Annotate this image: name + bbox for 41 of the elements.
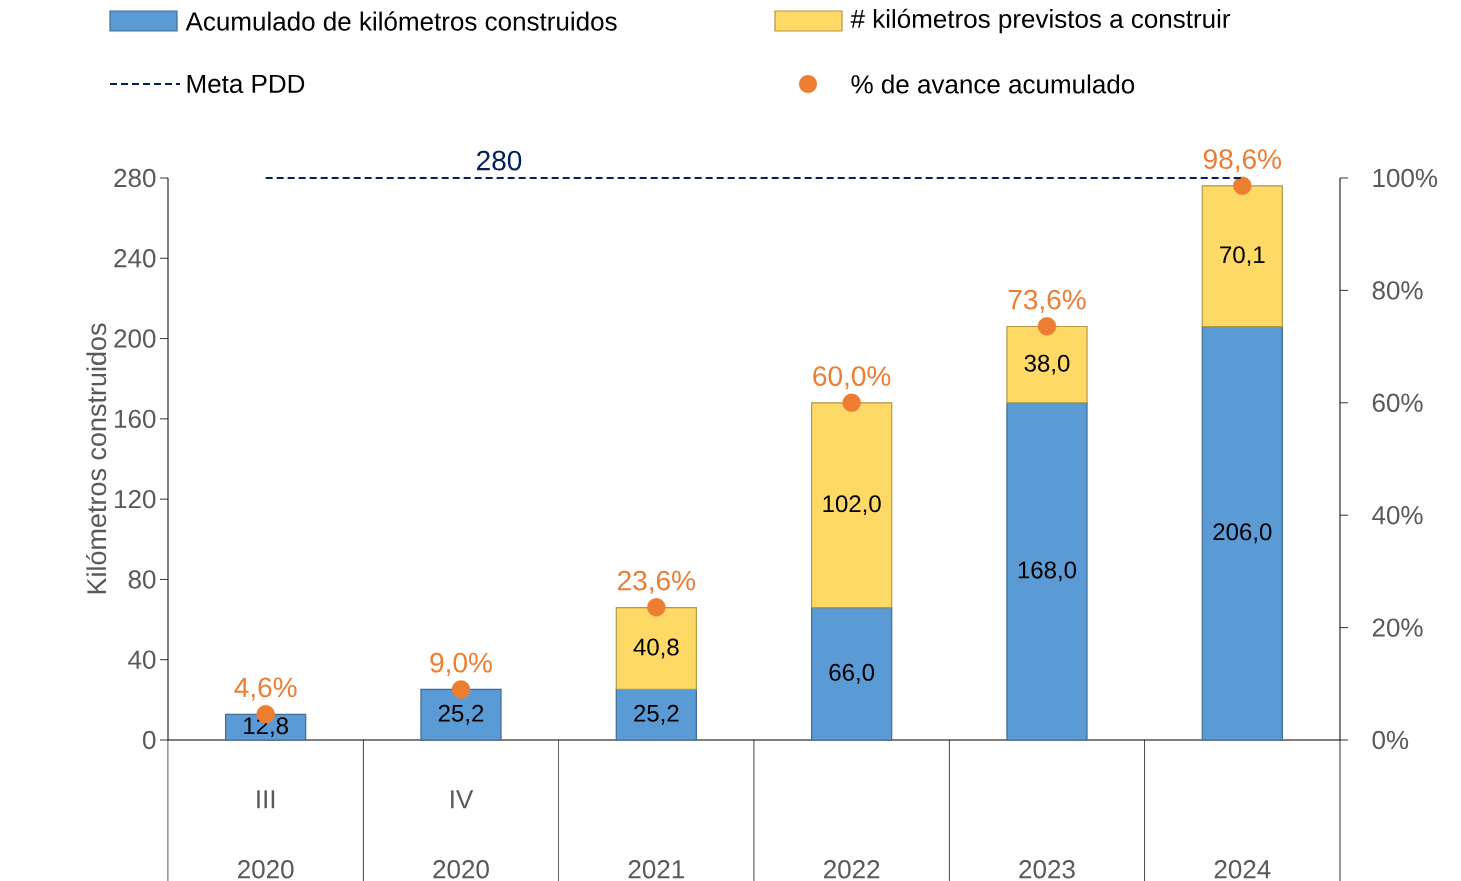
data-label: 168,0 xyxy=(1018,561,1077,582)
legend-label: # kilómetros previstos a construir xyxy=(850,8,1231,34)
y-tick-label: 160 xyxy=(115,409,156,429)
x-tick-label: 2022 xyxy=(824,860,880,879)
data-label: 40,8 xyxy=(633,638,679,659)
data-label: 206,0 xyxy=(1213,523,1272,544)
y-tick-label: 0 xyxy=(143,730,156,750)
data-label: 280 xyxy=(477,150,522,171)
data-label: 98,6% xyxy=(1203,149,1282,173)
data-label: 66,0 xyxy=(829,663,875,684)
x-tick-label: 2021 xyxy=(628,860,684,879)
y-tick-label: 200 xyxy=(114,329,156,348)
data-label: 70,1 xyxy=(1220,246,1265,267)
y2-tick-label: 40% xyxy=(1372,505,1423,525)
y-tick-label: 40 xyxy=(128,650,156,669)
y-tick-label: 280 xyxy=(114,168,156,188)
y-tick-label: 120 xyxy=(115,489,156,509)
y2-tick-label: 80% xyxy=(1372,281,1423,300)
data-label: 60,0% xyxy=(813,366,891,390)
y2-tick-label: 60% xyxy=(1372,393,1423,412)
legend-label: % de avance acumulado xyxy=(851,74,1135,94)
data-label: 23,6% xyxy=(618,570,696,594)
y-axis-title: Kilómetros construidos xyxy=(86,323,107,594)
category-label: IV 2020 xyxy=(433,790,489,879)
y-tick-label: 240 xyxy=(114,249,156,268)
category-label: III 2020 xyxy=(238,790,294,879)
data-label: 38,0 xyxy=(1024,354,1070,375)
y2-tick-label: 0% xyxy=(1372,730,1409,750)
data-label: 102,0 xyxy=(823,495,881,516)
y2-tick-label: 100% xyxy=(1373,168,1438,188)
y-tick-label: 80 xyxy=(128,570,156,589)
data-label: 4,6% xyxy=(234,677,297,701)
legend-label: Meta PDD xyxy=(187,74,305,94)
legend-label: Acumulado de kilómetros construidos xyxy=(185,11,617,31)
y2-tick-label: 20% xyxy=(1372,618,1423,637)
data-label: 73,6% xyxy=(1008,289,1086,313)
x-tick-label: 2023 xyxy=(1019,860,1075,879)
data-label: 25,2 xyxy=(634,704,679,725)
data-label: 25,2 xyxy=(438,704,484,725)
x-tick-label: 2024 xyxy=(1214,860,1271,879)
data-label: 9,0% xyxy=(430,652,492,676)
